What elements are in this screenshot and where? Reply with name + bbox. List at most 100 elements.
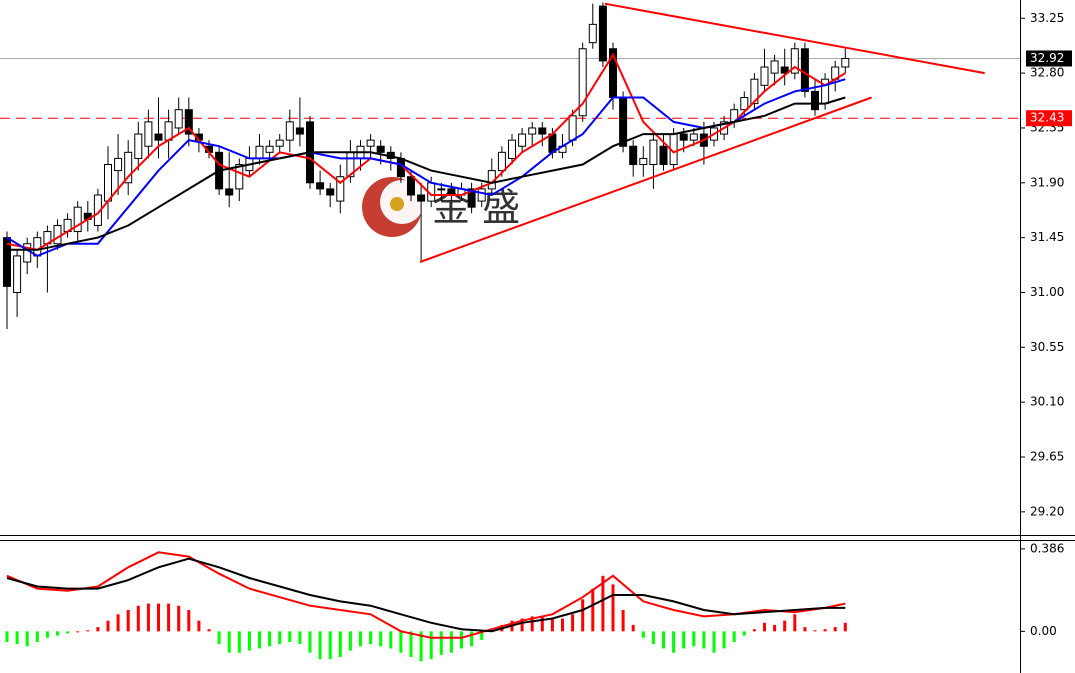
macd-bar bbox=[571, 614, 575, 632]
macd-bar bbox=[167, 603, 171, 632]
macd-bar bbox=[237, 631, 241, 653]
macd-bar bbox=[217, 631, 221, 645]
y-tick-label: 33.25 bbox=[1030, 11, 1064, 25]
macd-bar bbox=[86, 630, 90, 632]
macd-bar bbox=[268, 631, 272, 647]
macd-bar bbox=[742, 631, 746, 636]
macd-bar bbox=[540, 616, 544, 632]
y-tick-label: 0.00 bbox=[1030, 624, 1057, 638]
macd-bar bbox=[763, 622, 766, 632]
candle-body bbox=[477, 188, 486, 202]
macd-bar bbox=[752, 629, 756, 632]
y-tick-label: 30.10 bbox=[1030, 395, 1064, 409]
macd-bar bbox=[25, 631, 29, 647]
macd-bar bbox=[692, 631, 696, 647]
level-label-box bbox=[1026, 110, 1072, 127]
candle-body bbox=[538, 127, 547, 135]
candle-body bbox=[467, 188, 476, 208]
macd-bar bbox=[641, 631, 645, 638]
candle-body bbox=[689, 133, 698, 141]
macd-bar bbox=[177, 605, 181, 632]
macd-bar bbox=[833, 627, 837, 632]
macd-bar bbox=[773, 624, 777, 632]
watermark-logo bbox=[390, 197, 404, 211]
candle-body bbox=[184, 109, 193, 135]
candle-body bbox=[750, 78, 759, 105]
macd-bar bbox=[561, 618, 564, 632]
candle-body bbox=[114, 157, 123, 172]
candle-body bbox=[13, 255, 22, 293]
macd-line bbox=[6, 557, 846, 633]
y-tick-label: 32.80 bbox=[1030, 66, 1064, 80]
trendline bbox=[419, 96, 872, 263]
macd-bar bbox=[56, 631, 59, 636]
candle-body bbox=[497, 151, 506, 172]
macd-bar bbox=[702, 631, 706, 649]
macd-bar bbox=[601, 575, 605, 632]
candle-body bbox=[124, 151, 133, 184]
macd-bar bbox=[187, 609, 191, 632]
macd-bar bbox=[823, 629, 827, 632]
macd-bar bbox=[550, 618, 554, 632]
candle-body bbox=[73, 206, 82, 233]
candle-body bbox=[164, 121, 173, 141]
candle-body bbox=[53, 224, 62, 245]
macd-bar bbox=[843, 622, 847, 632]
macd-bar bbox=[96, 627, 100, 632]
candle-body bbox=[275, 139, 284, 147]
macd-bar bbox=[116, 614, 120, 632]
macd-bar bbox=[258, 631, 261, 649]
candle-body bbox=[841, 57, 850, 68]
macd-line bbox=[6, 551, 846, 639]
macd-bar bbox=[682, 631, 686, 649]
macd-bar bbox=[318, 631, 322, 660]
macd-bar bbox=[389, 631, 393, 649]
macd-bar bbox=[348, 631, 352, 651]
level-label: 32.43 bbox=[1030, 111, 1064, 125]
candle-body bbox=[235, 164, 244, 190]
macd-bar bbox=[136, 605, 140, 632]
macd-bar bbox=[813, 630, 817, 632]
macd-bar bbox=[247, 631, 251, 651]
trendline bbox=[604, 2, 985, 75]
candle-body bbox=[811, 90, 819, 111]
macd-bar bbox=[439, 631, 443, 655]
candle-body bbox=[104, 164, 112, 202]
macd-bar bbox=[621, 609, 625, 632]
macd-bar bbox=[379, 631, 383, 647]
macd-bar bbox=[793, 614, 797, 632]
macd-bar bbox=[35, 631, 39, 643]
macd-bar bbox=[146, 603, 150, 632]
macd-bar bbox=[359, 631, 362, 647]
candle-body bbox=[740, 96, 749, 111]
macd-bar bbox=[399, 631, 403, 653]
macd-bar bbox=[308, 631, 312, 653]
macd-bar bbox=[722, 631, 726, 649]
candle-body bbox=[144, 121, 153, 147]
macd-bar bbox=[429, 631, 433, 660]
macd-bar bbox=[409, 631, 413, 657]
y-tick-label: 31.00 bbox=[1030, 285, 1064, 299]
candle-body bbox=[659, 145, 668, 166]
candle-body bbox=[508, 139, 516, 159]
candle-body bbox=[295, 127, 304, 135]
macd-bar bbox=[712, 631, 716, 653]
candle-body bbox=[407, 176, 415, 196]
candle-body bbox=[780, 66, 789, 74]
macd-bar bbox=[520, 618, 524, 632]
macd-bar bbox=[419, 631, 423, 662]
price-label: 32.92 bbox=[1030, 51, 1064, 65]
candle-body bbox=[366, 139, 375, 147]
candle-body bbox=[518, 133, 527, 147]
candle-body bbox=[316, 182, 325, 190]
macd-bar bbox=[197, 620, 201, 632]
macd-bar bbox=[449, 631, 453, 653]
macd-bar bbox=[803, 627, 807, 632]
candle-body bbox=[619, 96, 628, 147]
macd-bar bbox=[227, 631, 231, 653]
macd-bar bbox=[106, 620, 110, 632]
candle-body bbox=[760, 66, 769, 86]
candle-body bbox=[134, 133, 143, 159]
moving-average bbox=[7, 96, 846, 251]
